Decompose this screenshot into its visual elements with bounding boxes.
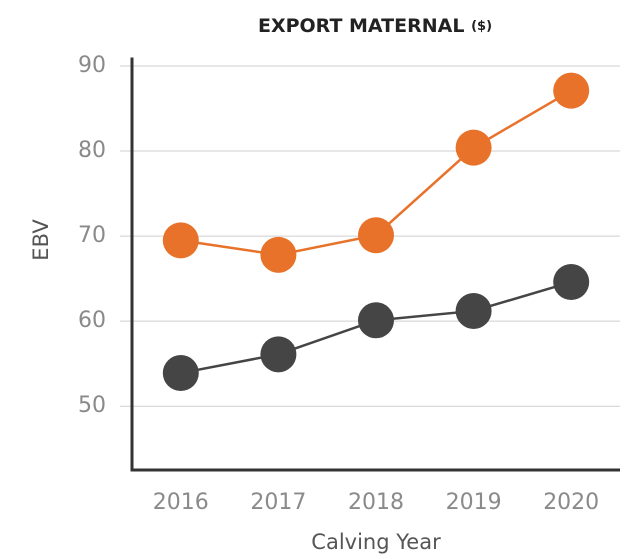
data-point (455, 129, 492, 166)
x-tick-label: 2020 (543, 490, 599, 515)
x-tick-label: 2016 (153, 490, 209, 515)
x-tick-label: 2018 (348, 490, 404, 515)
title-unit: ($) (471, 19, 492, 34)
data-point (260, 336, 297, 373)
title-main: EXPORT MATERNAL (258, 15, 464, 37)
x-tick-label: 2019 (446, 490, 502, 515)
y-tick-label: 80 (78, 138, 106, 163)
data-point (553, 264, 590, 301)
y-tick-label: 50 (78, 393, 106, 418)
data-point (455, 292, 492, 329)
chart-title: EXPORT MATERNAL ($) (258, 15, 492, 37)
data-point (162, 222, 199, 259)
data-point (358, 217, 394, 254)
data-point (358, 302, 394, 339)
data-point (553, 72, 590, 109)
y-tick-label: 70 (78, 223, 106, 248)
y-axis-label: EBV (29, 219, 53, 261)
x-tick-label: 2017 (250, 490, 306, 515)
x-axis-label: Calving Year (311, 530, 441, 554)
y-tick-label: 90 (78, 53, 106, 78)
data-point (260, 236, 297, 273)
y-tick-label: 60 (78, 308, 106, 333)
data-point (162, 355, 199, 392)
